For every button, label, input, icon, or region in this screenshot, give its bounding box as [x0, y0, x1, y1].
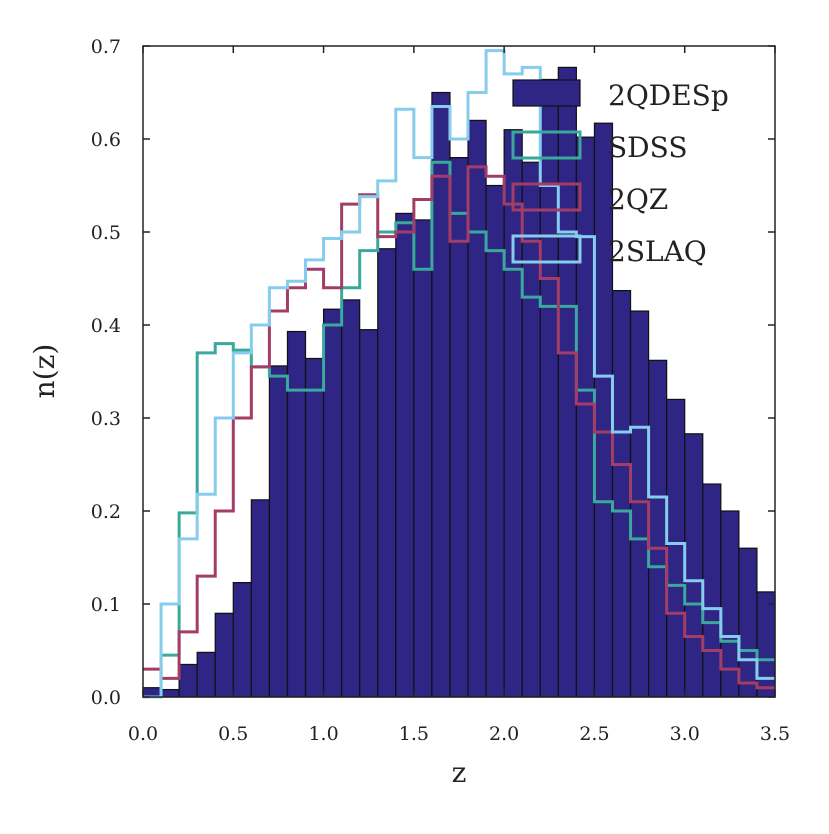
bar-2qdesp	[304, 357, 325, 698]
bar-2qdesp	[575, 136, 596, 698]
bar-2qdesp	[160, 688, 180, 698]
x-tick-label: 3.0	[670, 723, 700, 745]
x-tick-label: 3.5	[760, 723, 790, 745]
legend-swatch-2qdesp	[512, 79, 581, 107]
legend-label-2qz: 2QZ	[608, 183, 668, 216]
step-line-2slaq	[143, 49, 775, 699]
bar-2qdesp	[756, 591, 776, 698]
step-line-2qz	[143, 165, 775, 690]
bar-2qdesp	[738, 547, 758, 698]
bar-2qdesp	[702, 483, 722, 698]
bar-2qdesp	[413, 219, 433, 698]
bar-2qdesp	[431, 91, 451, 698]
bar-2qdesp	[250, 499, 270, 698]
y-tick-label: 0.6	[91, 129, 121, 151]
y-axis-label: n(z)	[28, 344, 61, 399]
y-tick-label: 0.0	[91, 687, 121, 709]
legend-swatch-2qz	[511, 182, 582, 212]
bar-2qdesp	[268, 365, 289, 698]
legend-swatch-sdss	[511, 130, 582, 160]
bars-layer	[142, 66, 776, 698]
bar-2qdesp	[286, 330, 307, 698]
y-tick-label: 0.3	[91, 408, 121, 430]
x-tick-label: 2.0	[489, 723, 519, 745]
bar-2qdesp	[485, 184, 505, 698]
bar-2qdesp	[196, 651, 216, 698]
bar-2qdesp	[232, 582, 252, 698]
y-tick-label: 0.7	[91, 36, 121, 58]
bar-2qdesp	[629, 310, 650, 698]
x-tick-label: 2.5	[579, 723, 609, 745]
legend-label-2qdesp: 2QDESp	[608, 79, 729, 112]
bar-2qdesp	[666, 398, 686, 698]
bar-2qdesp	[684, 433, 704, 698]
bar-2qdesp	[539, 78, 559, 698]
bar-2qdesp	[359, 329, 379, 698]
bar-2qdesp	[395, 212, 415, 698]
legend-label-sdss: SDSS	[608, 131, 688, 164]
y-tick-label: 0.5	[91, 222, 121, 244]
bar-2qdesp	[178, 663, 198, 698]
x-axis-label: z	[452, 756, 467, 789]
x-tick-label: 0.0	[128, 723, 158, 745]
plot-frame	[142, 45, 776, 698]
bar-2qdesp	[214, 612, 234, 698]
legend-swatch-2slaq	[511, 234, 582, 264]
bar-2qdesp	[449, 157, 469, 698]
bar-2qdesp	[322, 308, 343, 698]
ticks-layer: 0.0 0.5 1.0 1.5 2.0 2.5 3.0 3.5 0.0 0.1 0.2 0.3 0.4 0…	[91, 36, 790, 745]
bar-2qdesp	[503, 129, 523, 698]
y-tick-label: 0.2	[91, 501, 121, 523]
steps-layer	[143, 49, 775, 699]
legend-label-2slaq: 2SLAQ	[608, 235, 707, 268]
legend: 2QDESp SDSS 2QZ 2SLAQ	[511, 79, 729, 268]
y-tick-label: 0.1	[91, 594, 121, 616]
bar-2qdesp	[611, 289, 632, 698]
x-tick-label: 0.5	[218, 723, 248, 745]
bar-2qdesp	[341, 299, 361, 698]
x-tick-label: 1.5	[399, 723, 429, 745]
bar-2qdesp	[467, 119, 487, 698]
x-tick-label: 1.0	[308, 723, 338, 745]
bar-2qdesp	[647, 359, 668, 698]
y-tick-label: 0.4	[91, 315, 121, 337]
bar-2qdesp	[377, 248, 397, 698]
bar-2qdesp	[557, 66, 577, 698]
